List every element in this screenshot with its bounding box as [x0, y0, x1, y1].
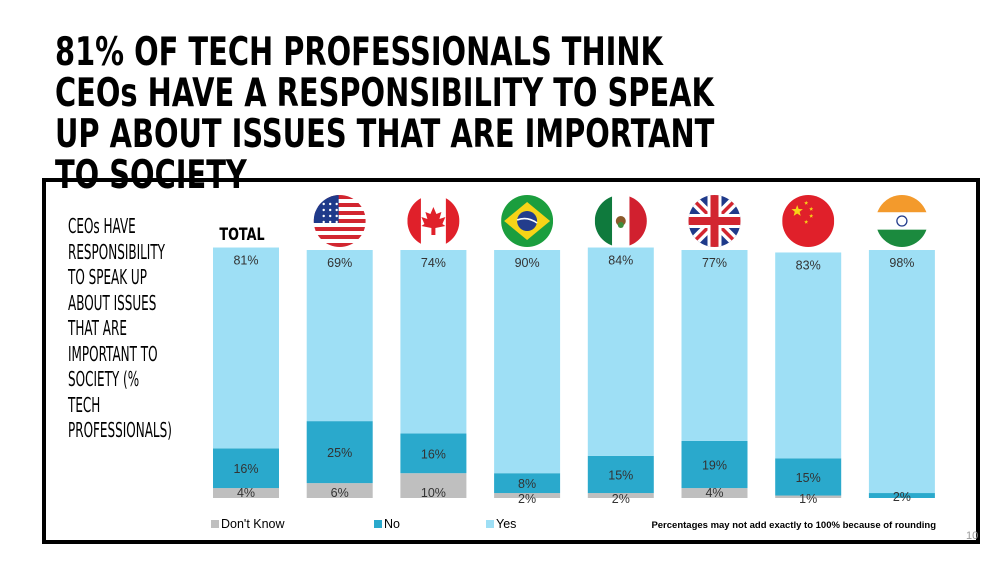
chart-ylabel: CEOs HAVE RESPONSIBILITY TO SPEAK UP ABO…	[68, 214, 172, 442]
data-label: 74%	[421, 256, 446, 270]
data-label: 6%	[331, 486, 349, 500]
uk-flag-icon	[688, 195, 741, 247]
india-flag-icon	[875, 195, 928, 247]
page-number: 10	[966, 530, 979, 542]
bar-no	[587, 455, 654, 494]
data-label: 25%	[327, 446, 352, 460]
bar-yes	[306, 250, 373, 422]
bar-dont-know	[306, 483, 373, 498]
bar-dont-know	[587, 493, 654, 498]
bar-dont-know	[681, 488, 748, 498]
data-label: 8%	[518, 477, 536, 491]
legend-label: Yes	[496, 517, 516, 531]
bar-no	[494, 473, 561, 494]
data-label: 10%	[421, 486, 446, 500]
bar-yes	[681, 250, 748, 441]
data-label: 98%	[889, 256, 914, 270]
canada-flag-icon	[407, 195, 460, 247]
usa-flag-icon	[313, 195, 366, 247]
data-label: 69%	[327, 256, 352, 270]
data-label: 81%	[233, 254, 258, 268]
bar-yes	[587, 247, 654, 456]
data-label: 4%	[237, 486, 255, 500]
bar-dont-know	[400, 473, 467, 498]
legend-label: Don't Know	[221, 517, 286, 531]
bar-yes	[494, 250, 561, 474]
bar-no	[306, 421, 373, 484]
data-label: 16%	[421, 447, 446, 461]
data-label: 2%	[612, 492, 630, 506]
stacked-bar-chart: 4%16%81%TOTAL6%25%69%10%16%74%2%8%90%2%1…	[211, 195, 936, 531]
legend-label: No	[384, 517, 400, 531]
data-label: 2%	[518, 492, 536, 506]
bar-no	[868, 493, 935, 498]
category-label: TOTAL	[219, 224, 265, 244]
bar-dont-know	[494, 493, 561, 498]
data-label: 19%	[702, 459, 727, 473]
data-label: 84%	[608, 254, 633, 268]
data-label: 16%	[233, 462, 258, 476]
data-label: 15%	[796, 471, 821, 485]
legend-swatch	[374, 520, 382, 528]
bar-no	[400, 433, 467, 474]
data-label: 15%	[608, 468, 633, 482]
bar-dont-know	[213, 488, 279, 498]
bar-yes	[868, 250, 935, 494]
data-label: 83%	[796, 258, 821, 272]
data-label: 1%	[799, 492, 817, 506]
bar-no	[681, 440, 748, 489]
bar-no	[775, 458, 842, 496]
bar-dont-know	[775, 495, 842, 498]
bar-yes	[213, 247, 279, 449]
data-label: 2%	[893, 490, 911, 504]
data-label: 90%	[515, 256, 540, 270]
data-label: 4%	[705, 486, 723, 500]
bar-yes	[400, 250, 467, 434]
mexico-flag-icon	[594, 195, 647, 247]
data-label: 77%	[702, 256, 727, 270]
brazil-flag-icon	[501, 195, 554, 247]
legend-swatch	[486, 520, 494, 528]
page-title: 81% OF TECH PROFESSIONALS THINK CEOs HAV…	[55, 30, 715, 198]
chart-frame: CEOs HAVE RESPONSIBILITY TO SPEAK UP ABO…	[42, 178, 980, 544]
footnote: Percentages may not add exactly to 100% …	[651, 520, 936, 531]
legend-swatch	[211, 520, 219, 528]
bar-no	[213, 448, 279, 489]
bar-yes	[775, 252, 842, 459]
china-flag-icon	[782, 195, 835, 247]
